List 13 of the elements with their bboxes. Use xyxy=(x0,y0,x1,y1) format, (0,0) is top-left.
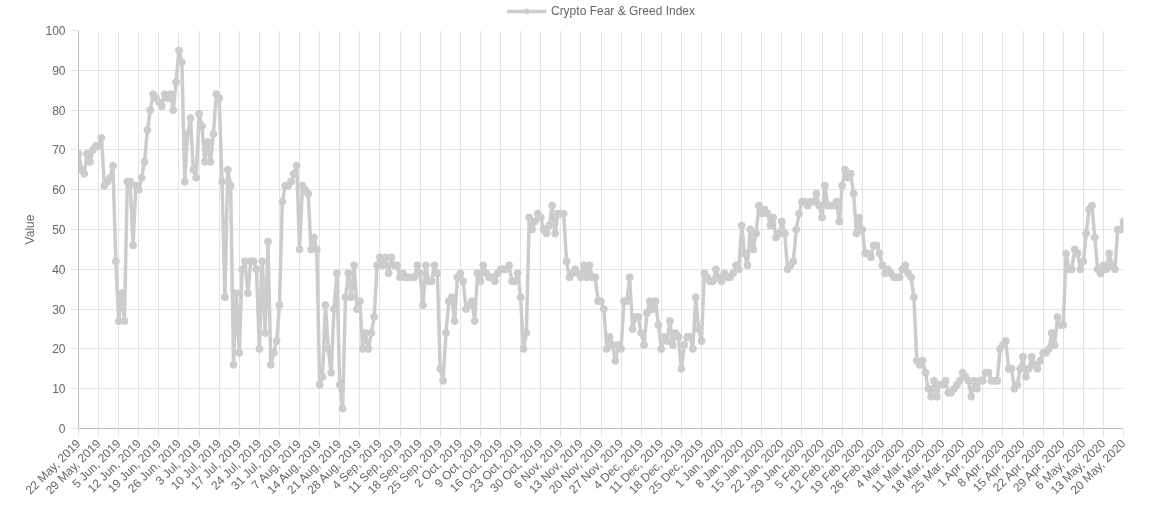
y-axis-title: Value xyxy=(23,214,38,245)
y-tick-label: 50 xyxy=(52,223,66,237)
y-tick-label: 70 xyxy=(52,143,66,158)
legend-label: Crypto Fear & Greed Index xyxy=(550,4,696,18)
y-tick-label: 80 xyxy=(52,103,66,118)
y-tick-label: 60 xyxy=(52,183,66,198)
y-tick-label: 90 xyxy=(52,63,66,78)
y-tick-label: 100 xyxy=(45,24,66,38)
y-tick-label: 20 xyxy=(52,342,66,357)
y-tick-label: 0 xyxy=(58,422,66,436)
y-tick-label: 40 xyxy=(52,262,66,277)
y-tick-label: 30 xyxy=(52,302,66,317)
y-tick-label: 10 xyxy=(52,382,66,397)
